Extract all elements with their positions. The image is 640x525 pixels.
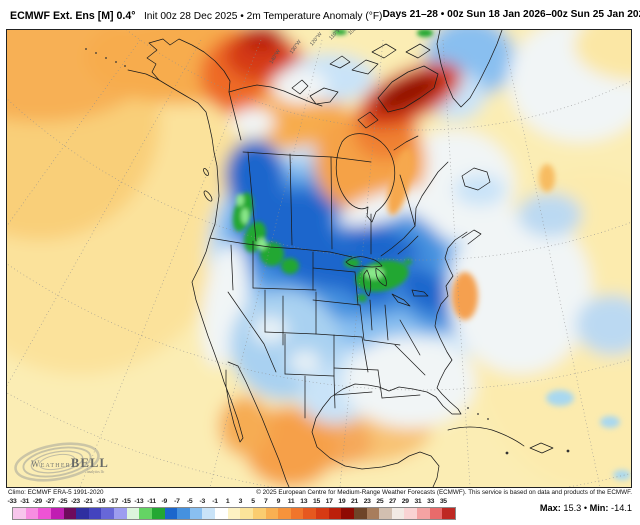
colorbar-segment bbox=[316, 508, 329, 519]
colorbar-segment bbox=[252, 508, 266, 519]
colorbar-segment bbox=[177, 508, 190, 519]
colorbar-tick: -31 bbox=[20, 498, 30, 505]
colorbar-segment bbox=[227, 508, 241, 519]
cold-core-green-blobs bbox=[232, 30, 433, 302]
colorbar-segment bbox=[189, 508, 203, 519]
run-and-variable: Init 00z 28 Dec 2025 • 2m Temperature An… bbox=[143, 10, 383, 22]
colorbar-tick: 5 bbox=[251, 498, 255, 505]
colorbar-tick: 23 bbox=[363, 498, 371, 505]
max-min-readout: Max: 15.3 • Min: -14.1 bbox=[540, 503, 632, 513]
colorbar-tick: 1 bbox=[225, 498, 230, 505]
colorbar-tick: 11 bbox=[287, 498, 295, 505]
max-value: 15.3 bbox=[563, 503, 582, 513]
colorbar-segment bbox=[278, 508, 291, 519]
colorbar-tick: 35 bbox=[439, 498, 447, 505]
colorbar-segment bbox=[114, 508, 127, 519]
colorbar-tick: -23 bbox=[70, 498, 80, 505]
colorbar-segment bbox=[303, 508, 316, 519]
colorbar-tick-labels: -33 -31 -29 -27 -25 -23 -21 -19 -17 -15 -13 -11 -9 -7… bbox=[8, 498, 456, 506]
attribution-row: Climo: ECMWF ERA-5 1991-2020 © 2025 Euro… bbox=[8, 489, 632, 498]
colorbar-segment bbox=[202, 508, 215, 519]
climo-note: Climo: ECMWF ERA-5 1991-2020 bbox=[8, 489, 104, 496]
colorbar-segment bbox=[366, 508, 380, 519]
colorbar: -33 -31 -29 -27 -25 -23 -21 -19 -17 -15 -13 -11 -9 -7… bbox=[8, 498, 456, 522]
colorbar-segment bbox=[417, 508, 430, 519]
logo-subtext: analytics llc bbox=[87, 470, 105, 474]
colorbar-segment bbox=[429, 508, 443, 519]
colorbar-tick: -21 bbox=[83, 498, 93, 505]
anomaly-accents bbox=[387, 148, 631, 480]
colorbar-segment bbox=[101, 508, 114, 519]
colorbar-tick: -33 bbox=[7, 498, 17, 505]
colorbar-segment bbox=[126, 508, 140, 519]
colorbar-tick: -3 bbox=[199, 498, 206, 505]
bullet-separator: • bbox=[583, 503, 588, 513]
colorbar-tick: 33 bbox=[427, 498, 435, 505]
colorbar-segment bbox=[13, 508, 26, 519]
colorbar-segment bbox=[139, 508, 152, 519]
colorbar-tick: -29 bbox=[32, 498, 42, 505]
header: ECMWF Ext. Ens [M] 0.4° Init 00z 28 Dec … bbox=[10, 0, 640, 29]
colorbar-tick: -27 bbox=[45, 498, 55, 505]
colorbar-tick: -25 bbox=[58, 498, 68, 505]
page-title: ECMWF Ext. Ens [M] 0.4° Init 00z 28 Dec … bbox=[10, 6, 382, 24]
colorbar-tick: -1 bbox=[212, 498, 218, 505]
colorbar-tick: 19 bbox=[338, 498, 346, 505]
colorbar-tick: -9 bbox=[161, 498, 167, 505]
copyright-note: © 2025 European Centre for Medium-Range … bbox=[256, 489, 632, 496]
colorbar-tick: 29 bbox=[401, 498, 409, 505]
weatherbell-logo: WeatherBELL analytics llc bbox=[14, 442, 109, 482]
colorbar-segment bbox=[379, 508, 392, 519]
colorbar-tick: 9 bbox=[276, 498, 281, 505]
min-label: Min: bbox=[589, 503, 609, 513]
colorbar-segment bbox=[50, 508, 64, 519]
colorbar-tick: -15 bbox=[121, 498, 131, 505]
colorbar-tick: 3 bbox=[238, 498, 243, 505]
min-value: -14.1 bbox=[611, 503, 632, 513]
colorbar-tick: 17 bbox=[325, 498, 333, 505]
colorbar-segment bbox=[265, 508, 279, 519]
colorbar-segment bbox=[25, 508, 39, 519]
colorbar-tick: 15 bbox=[312, 498, 320, 505]
colorbar-tick: 7 bbox=[263, 498, 268, 505]
colorbar-segment bbox=[63, 508, 77, 519]
colorbar-segment bbox=[442, 508, 455, 519]
colorbar-tick: -17 bbox=[109, 498, 118, 505]
colorbar-tick: -13 bbox=[134, 498, 144, 505]
colorbar-tick: -5 bbox=[186, 498, 193, 505]
colorbar-tick: -11 bbox=[147, 498, 156, 505]
colorbar-segment bbox=[391, 508, 405, 519]
colorbar-segment bbox=[164, 508, 178, 519]
colorbar-segment bbox=[88, 508, 102, 519]
colorbar-segment bbox=[151, 508, 165, 519]
valid-period: Days 21–28 • 00z Sun 18 Jan 2026–00z Sun… bbox=[382, 9, 640, 20]
anomaly-field bbox=[7, 30, 631, 487]
graticule-label: 110°W bbox=[328, 30, 343, 41]
model-name: ECMWF Ext. Ens [M] 0.4° bbox=[10, 9, 136, 22]
colorbar-segment bbox=[38, 508, 51, 519]
colorbar-segment bbox=[404, 508, 417, 519]
graticule bbox=[7, 30, 631, 487]
colorbar-segment bbox=[328, 508, 342, 519]
max-label: Max: bbox=[539, 503, 561, 513]
colorbar-scale bbox=[12, 507, 456, 520]
colorbar-segment bbox=[215, 508, 228, 519]
colorbar-tick: 27 bbox=[389, 498, 397, 505]
colorbar-tick: 21 bbox=[351, 498, 358, 505]
geography-outlines bbox=[85, 30, 570, 487]
colorbar-tick: 31 bbox=[414, 498, 422, 505]
colorbar-segment bbox=[240, 508, 253, 519]
colorbar-segment bbox=[290, 508, 304, 519]
colorbar-tick: 25 bbox=[376, 498, 384, 505]
colorbar-tick: -19 bbox=[96, 498, 106, 505]
colorbar-segment bbox=[353, 508, 367, 519]
colorbar-tick: 13 bbox=[300, 498, 308, 505]
colorbar-tick: -7 bbox=[174, 498, 180, 505]
colorbar-segment bbox=[76, 508, 89, 519]
colorbar-segment bbox=[341, 508, 354, 519]
logo-text: WeatherBELL bbox=[31, 456, 109, 470]
